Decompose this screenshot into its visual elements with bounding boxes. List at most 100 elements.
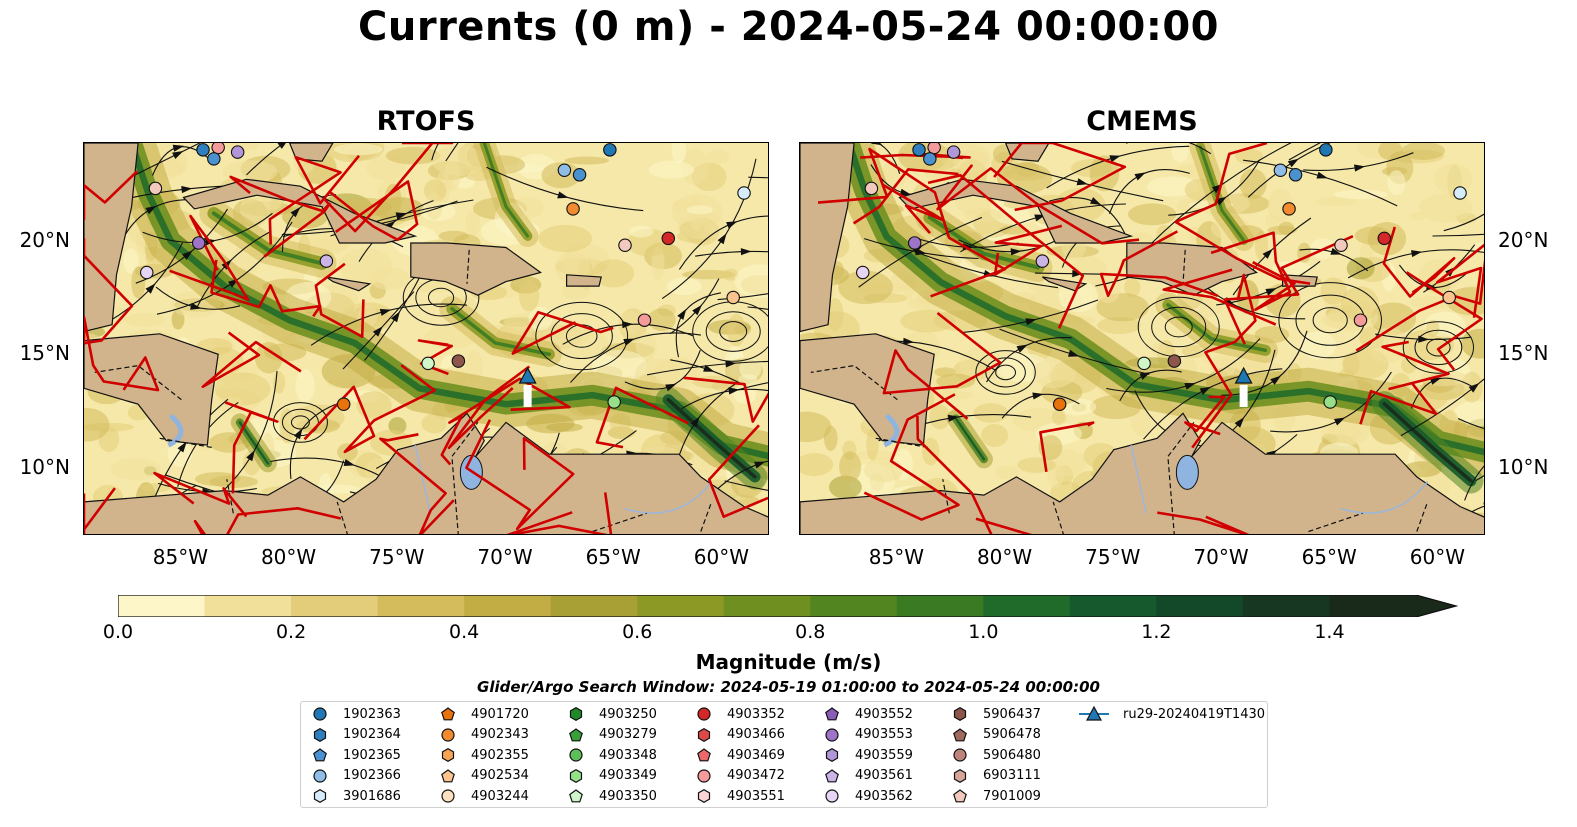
legend-item: 4903352 (695, 704, 785, 724)
legend-label: 4903551 (727, 788, 785, 804)
legend-label: 6903111 (983, 768, 1041, 784)
float-marker-icon (441, 707, 455, 721)
legend-item: 4903244 (439, 786, 529, 806)
lat-tick-label-right: 20°N (1498, 227, 1549, 252)
legend-item: 4903250 (567, 704, 657, 724)
legend-label: 4903349 (599, 768, 657, 784)
legend-label: 4903352 (727, 706, 785, 722)
float-marker-icon (825, 789, 839, 803)
float-marker-icon (569, 748, 583, 762)
legend-item: 5906437 (951, 704, 1041, 724)
colorbar (117, 594, 1459, 618)
colorbar-segment (118, 595, 206, 617)
float-marker-icon (441, 727, 455, 742)
colorbar-segment (291, 595, 379, 617)
colorbar-segment (1242, 595, 1331, 617)
lon-tick-label-cmems: 60°W (1409, 545, 1466, 569)
float-marker-icon (953, 727, 967, 741)
legend-item: ru29-20240419T1430 (1079, 704, 1265, 724)
legend-label: 1902366 (343, 768, 401, 784)
legend-label: 4903552 (855, 706, 913, 722)
legend-item: 7901009 (951, 786, 1041, 806)
legend-item: 4903472 (695, 766, 785, 786)
legend-item: 5906478 (951, 725, 1041, 745)
colorbar-segment (550, 595, 638, 617)
colorbar-tick-label: 1.0 (968, 621, 999, 643)
float-marker-icon (313, 789, 327, 804)
legend-item: 6903111 (951, 766, 1041, 786)
legend-label: 4903250 (599, 706, 657, 722)
float-marker-icon (825, 769, 839, 783)
legend-label: ru29-20240419T1430 (1123, 706, 1266, 722)
panel-title-cmems: CMEMS (1086, 106, 1198, 137)
colorbar-segment (637, 595, 725, 617)
lon-tick-label-cmems: 65°W (1301, 545, 1357, 569)
glider-marker (518, 366, 537, 384)
legend-label: 4903559 (855, 747, 913, 763)
legend-label: 4903279 (599, 727, 657, 743)
lake-maracaibo (1175, 454, 1199, 490)
legend-item: 4902343 (439, 725, 529, 745)
float-marker-icon (569, 727, 583, 741)
legend-item: 4903562 (823, 786, 913, 806)
colorbar-segment (1156, 595, 1244, 617)
lat-tick-label-left: 20°N (19, 227, 70, 252)
lon-tick-label-rtofs: 85°W (152, 545, 208, 569)
colorbar-segment (723, 595, 811, 617)
colorbar-segment (810, 595, 898, 617)
legend-item: 4903559 (823, 745, 913, 765)
float-markers (140, 143, 751, 411)
glider-marker (1234, 366, 1253, 384)
float-marker-icon (953, 748, 967, 762)
legend-label: 4903350 (599, 788, 657, 804)
float-marker-icon (697, 789, 711, 804)
legend-label: 4901720 (471, 706, 529, 722)
legend-item: 3901686 (311, 786, 401, 806)
colorbar-extend-arrow (1416, 595, 1456, 617)
legend-label: 4903562 (855, 788, 913, 804)
float-marker-icon (825, 707, 839, 721)
map-panel-rtofs (83, 142, 769, 535)
lon-tick-label-rtofs: 70°W (477, 545, 533, 569)
colorbar-segment (1069, 595, 1157, 617)
colorbar-segment (1329, 595, 1417, 617)
float-marker-icon (697, 707, 711, 721)
float-marker-icon (953, 789, 967, 803)
colorbar-label: Magnitude (m/s) (695, 650, 882, 674)
legend-label: 1902363 (343, 706, 401, 722)
legend-label: 4902355 (471, 747, 529, 763)
legend-label: 5906437 (983, 706, 1041, 722)
legend-item: 4903561 (823, 766, 913, 786)
legend-label: 4902343 (471, 727, 529, 743)
legend-item: 4902355 (439, 745, 529, 765)
lon-tick-label-cmems: 80°W (976, 545, 1033, 569)
legend-label: 4903553 (855, 727, 913, 743)
colorbar-tick-label: 0.4 (449, 621, 480, 643)
float-marker-icon (569, 768, 583, 783)
legend-item: 4903469 (695, 745, 785, 765)
lon-tick-label-cmems: 75°W (1085, 545, 1141, 569)
legend-item: 1902364 (311, 725, 401, 745)
legend-item: 5906480 (951, 745, 1041, 765)
legend-label: 4902534 (471, 768, 529, 784)
current-map-rtofs (84, 143, 768, 534)
colorbar-tick-label: 0.6 (622, 621, 653, 643)
float-marker-icon (697, 769, 711, 783)
legend-label: 4903561 (855, 768, 913, 784)
colorbar-tick-label: 0.2 (275, 621, 307, 643)
red-contours (84, 143, 768, 534)
float-marker-icon (697, 748, 711, 762)
legend-label: 4903348 (599, 747, 657, 763)
legend: 1902363 1902364 1902365 1902366 3901686 49017… (300, 701, 1268, 808)
float-marker-icon (441, 789, 455, 803)
colorbar-segment (983, 595, 1071, 617)
legend-item: 4903553 (823, 725, 913, 745)
lat-tick-label-right: 15°N (1498, 341, 1549, 366)
strong-current-bands (824, 143, 1484, 494)
legend-item: 1902366 (311, 766, 401, 786)
legend-label: 4903466 (727, 727, 785, 743)
colorbar-tick-label: 0.0 (102, 621, 134, 643)
colorbar-segment (464, 595, 552, 617)
colorbar-segment (377, 595, 465, 617)
colorbar-scale (117, 594, 1459, 618)
